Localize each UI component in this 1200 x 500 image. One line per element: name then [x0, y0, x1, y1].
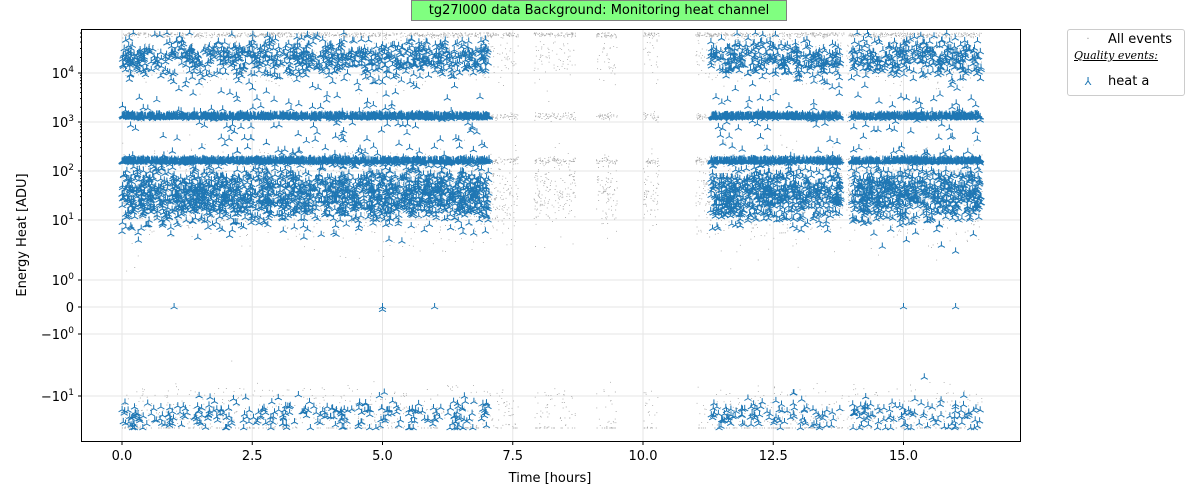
x-axis-label: Time [hours]	[508, 471, 592, 486]
heat-a-outlier-point	[469, 229, 478, 236]
heat-a-points	[118, 388, 984, 431]
x-tick-label: 2.5	[242, 449, 263, 464]
heat-a-outlier-point	[378, 305, 387, 313]
heat-a-outlier-point	[430, 303, 439, 310]
x-tick-label: 5.0	[372, 449, 393, 464]
legend-item-all-events: · All events	[1068, 32, 1172, 47]
x-tick-label: 7.5	[502, 449, 523, 464]
y-tick-label: −100	[41, 326, 74, 343]
x-tick-label: 0.0	[112, 449, 133, 464]
legend-label-heat-a: heat a	[1108, 74, 1150, 89]
heat-a-outlier-point	[920, 373, 929, 380]
legend-item-heat-a: ⅄ heat a	[1068, 74, 1150, 89]
heat-a-points	[118, 145, 986, 249]
heat-a-points	[118, 109, 984, 122]
y-axis-label: Energy Heat [ADU]	[15, 173, 30, 296]
tri-up-marker-icon: ⅄	[1084, 75, 1092, 88]
x-axis-ticks: 0.0 2.5 5.0 7.5 10.0 12.5 15.0	[112, 441, 918, 464]
y-tick-label: 0	[66, 301, 74, 316]
y-tick-label: 101	[52, 212, 74, 229]
plot-area	[81, 29, 1021, 442]
y-tick-label: −101	[41, 388, 74, 405]
heat-a-series	[118, 29, 986, 431]
heat-a-outlier-point	[899, 303, 908, 310]
y-tick-label: 100	[52, 272, 75, 289]
x-tick-label: 15.0	[889, 449, 918, 464]
y-axis-ticks: 104 103 102 101 100 0 −100 −101	[41, 32, 82, 405]
x-tick-label: 10.0	[629, 449, 658, 464]
y-tick-label: 104	[52, 65, 75, 82]
point-marker-icon: ·	[1086, 34, 1090, 45]
legend-quality-header: Quality events:	[1074, 49, 1158, 62]
heat-a-outlier-point	[331, 221, 340, 229]
y-tick-label: 102	[52, 163, 74, 180]
all-events-series	[122, 32, 983, 429]
y-tick-label: 103	[52, 114, 74, 131]
chart-title: tg27l000 data Background: Monitoring hea…	[411, 0, 787, 21]
legend: · All events Quality events: ⅄ heat a	[1067, 29, 1185, 96]
heat-a-points	[118, 29, 985, 188]
heat-a-points	[118, 153, 985, 167]
legend-label-all-events: All events	[1108, 32, 1173, 47]
heat-a-outlier-point	[951, 303, 960, 310]
heat-a-outlier-point	[170, 303, 178, 310]
heat-a-outlier-point	[951, 247, 960, 254]
x-tick-label: 12.5	[759, 449, 788, 464]
all-events-points	[122, 360, 983, 429]
